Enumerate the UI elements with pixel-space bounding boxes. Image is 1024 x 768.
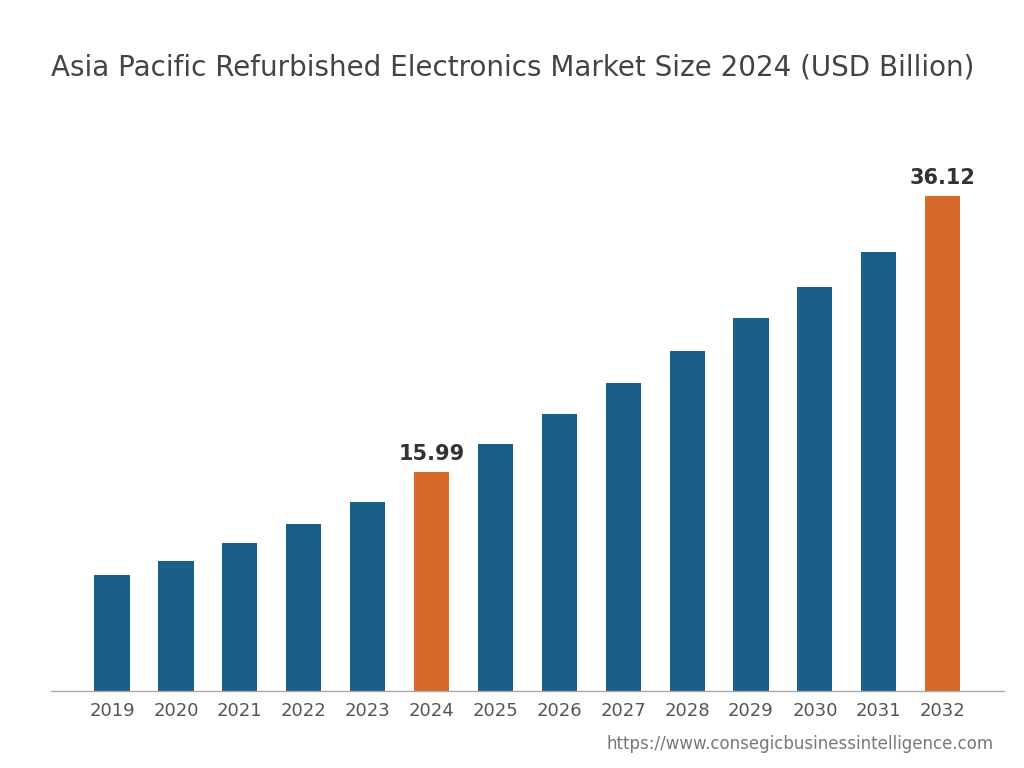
Bar (605, 382, 641, 691)
Bar (414, 472, 450, 691)
Bar (798, 286, 833, 691)
Bar (286, 524, 322, 691)
Bar (222, 543, 257, 691)
Bar (94, 574, 130, 691)
Text: 15.99: 15.99 (398, 444, 465, 464)
Text: 36.12: 36.12 (909, 167, 976, 187)
Bar (350, 502, 385, 691)
Bar (478, 445, 513, 691)
Text: https://www.consegicbusinessintelligence.com: https://www.consegicbusinessintelligence… (606, 735, 993, 753)
Bar (670, 351, 705, 691)
Bar (542, 414, 577, 691)
Bar (159, 561, 194, 691)
Bar (925, 196, 961, 691)
Text: Asia Pacific Refurbished Electronics Market Size 2024 (USD Billion): Asia Pacific Refurbished Electronics Mar… (51, 54, 975, 81)
Bar (733, 318, 769, 691)
Bar (861, 253, 896, 691)
